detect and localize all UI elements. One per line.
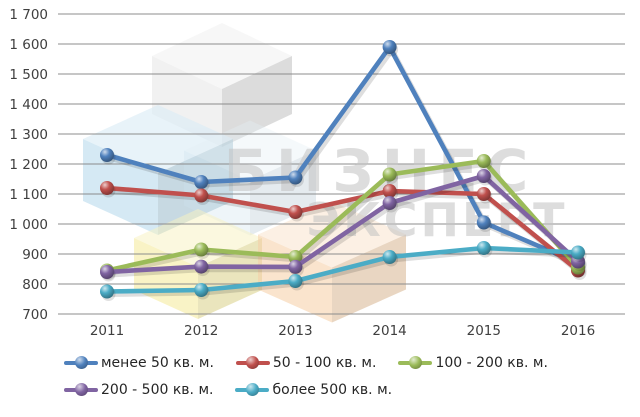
y-tick-label: 1 100 (9, 187, 48, 203)
y-tick-label: 1 500 (9, 67, 48, 83)
series-line (104, 44, 581, 266)
x-tick-label: 2015 (467, 323, 501, 339)
gridlines (58, 13, 625, 315)
data-point-marker (194, 283, 209, 297)
x-tick-label: 2016 (561, 323, 595, 339)
data-point-marker (194, 175, 209, 189)
legend-item: 200 - 500 кв. м. (64, 382, 213, 398)
data-point-marker (288, 250, 303, 264)
data-point-marker (382, 40, 397, 54)
x-tick-label: 2013 (278, 323, 312, 339)
x-tick-label: 2014 (372, 323, 406, 339)
x-tick-label: 2011 (90, 323, 124, 339)
data-point-marker (194, 242, 209, 257)
decor-cube (152, 23, 292, 147)
data-point-marker (288, 170, 303, 185)
x-tick-label: 2012 (184, 323, 218, 339)
data-point-marker (476, 169, 491, 183)
legend-label: более 500 кв. м. (272, 381, 393, 398)
legend-label: 200 - 500 кв. м. (101, 381, 214, 398)
series-line (104, 158, 581, 273)
legend-item: менее 50 кв. м. (64, 355, 214, 371)
legend-row: 200 - 500 кв. м. более 500 кв. м. (64, 376, 624, 403)
legend-row: менее 50 кв. м. 50 - 100 кв. м. 100 - 200 … (64, 349, 624, 376)
y-tick-label: 800 (22, 277, 48, 293)
data-point-marker (100, 284, 114, 299)
y-tick-label: 1 000 (9, 217, 48, 233)
data-point-marker (194, 259, 209, 274)
series-line (104, 185, 581, 273)
data-point-marker (382, 184, 397, 198)
y-tick-label: 1 200 (9, 157, 48, 173)
data-point-marker (100, 148, 114, 162)
axis-labels: 700 800 900 1 000 1 100 1 200 1 300 1 400 1 500 1… (9, 7, 595, 339)
data-point-marker (288, 205, 303, 219)
legend-label: 100 - 200 кв. м. (435, 354, 548, 371)
series-line (104, 245, 581, 294)
legend-item: более 500 кв. м. (235, 382, 392, 398)
legend-marker-icon (64, 382, 98, 397)
y-tick-label: 1 700 (9, 7, 48, 23)
legend-marker-icon (64, 355, 98, 370)
data-point-marker (288, 274, 303, 288)
decor-cube (184, 120, 316, 236)
legend-marker-icon (398, 355, 433, 370)
data-point-marker (476, 241, 491, 255)
data-point-marker (476, 187, 491, 201)
legend: менее 50 кв. м. 50 - 100 кв. м. 100 - 200 … (64, 349, 624, 403)
data-point-marker (476, 154, 491, 168)
data-point-marker (382, 167, 397, 182)
legend-item: 100 - 200 кв. м. (398, 354, 548, 371)
y-tick-label: 1 300 (9, 127, 48, 143)
legend-marker-icon (235, 355, 270, 370)
data-point-marker (382, 250, 397, 264)
y-tick-label: 700 (22, 307, 48, 323)
data-point-marker (571, 245, 585, 260)
series-line (104, 173, 581, 275)
data-point-marker (476, 215, 491, 230)
series-lines (100, 40, 587, 301)
y-tick-label: 1 400 (9, 97, 48, 113)
data-point-marker (288, 259, 303, 274)
legend-label: 50 - 100 кв. м. (272, 354, 377, 371)
legend-label: менее 50 кв. м. (101, 354, 214, 371)
data-point-marker (194, 188, 209, 203)
data-point-marker (100, 181, 114, 195)
y-tick-label: 900 (22, 247, 48, 263)
data-point-marker (382, 196, 397, 210)
data-point-marker (100, 265, 114, 279)
legend-marker-icon (235, 382, 270, 397)
legend-item: 50 - 100 кв. м. (235, 354, 377, 371)
y-tick-label: 1 600 (9, 37, 48, 53)
